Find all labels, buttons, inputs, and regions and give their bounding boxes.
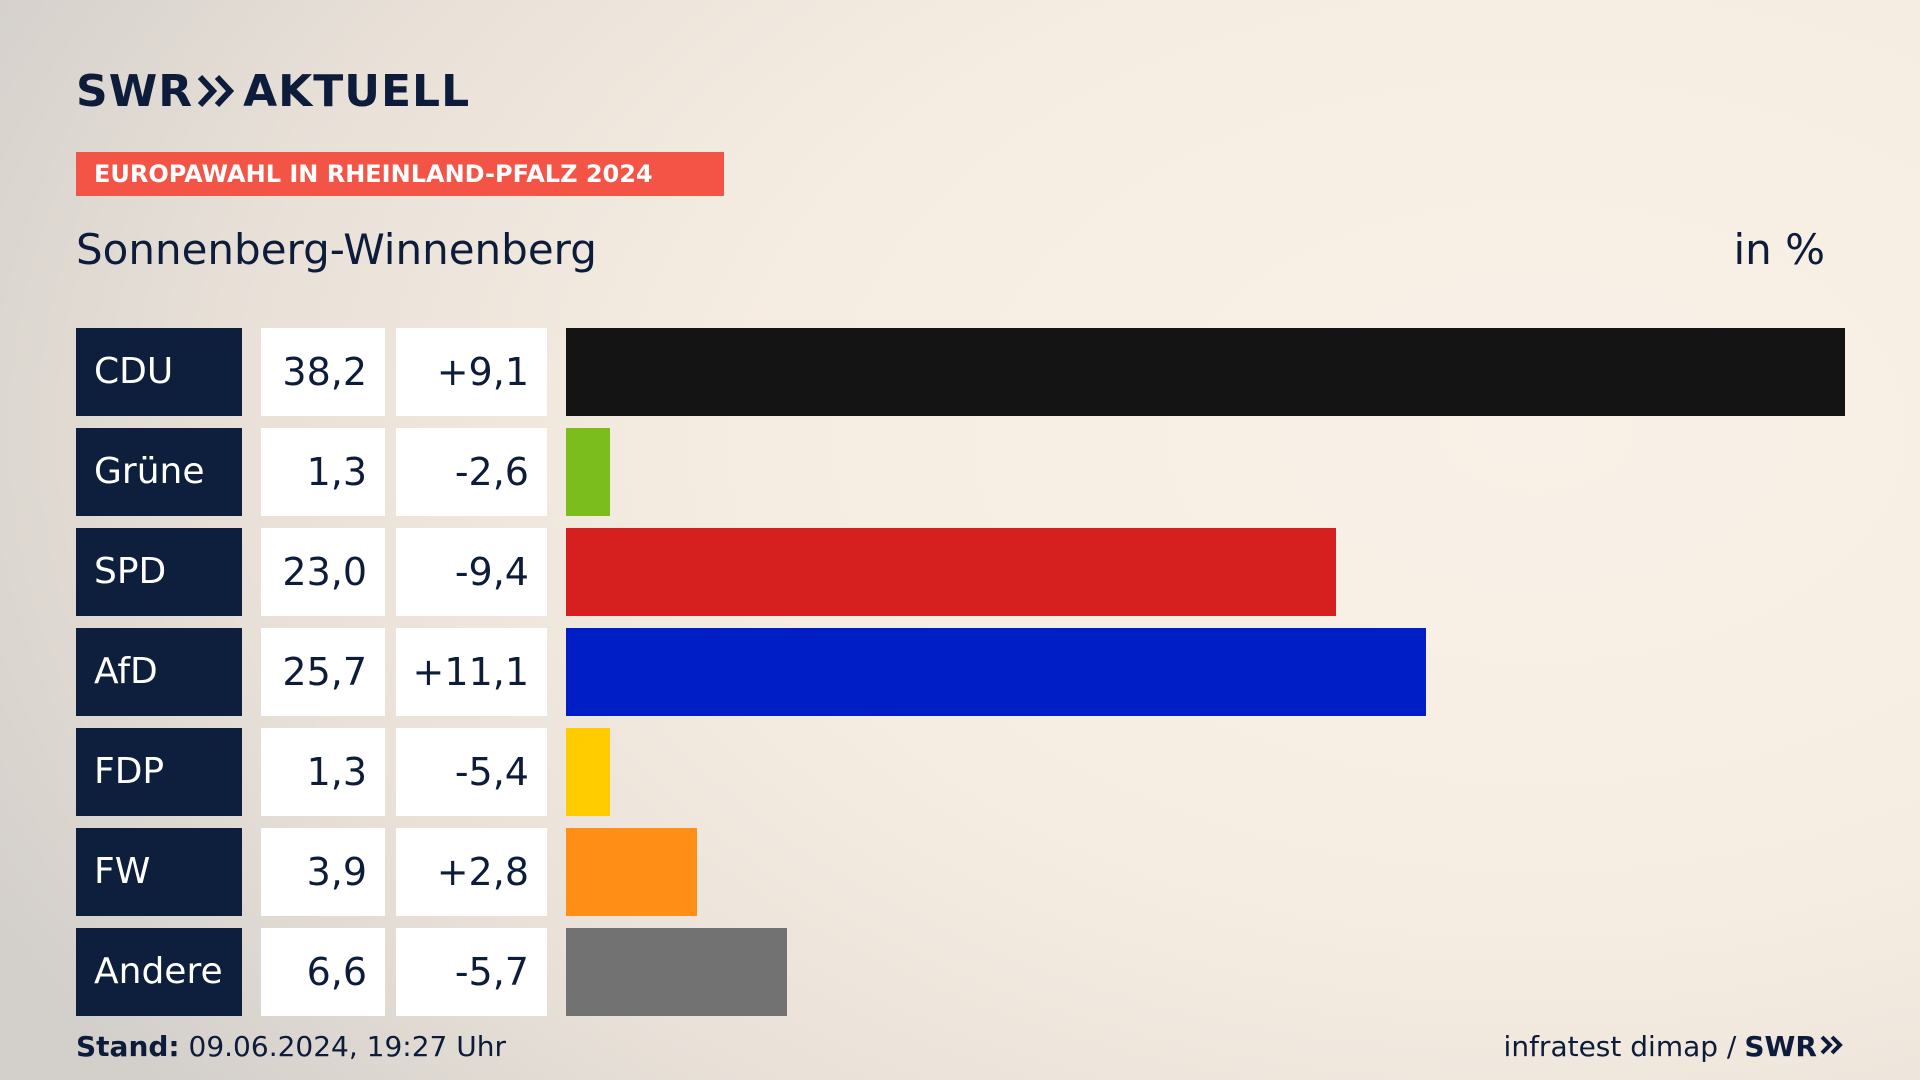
bar-fdp [566, 728, 610, 816]
stand-label: Stand: [76, 1030, 180, 1063]
unit-label: in % [1733, 225, 1825, 274]
party-label-fdp: FDP [76, 728, 242, 816]
diff-label-fdp: -5,4 [396, 728, 547, 816]
source-brand: SWR [1744, 1028, 1844, 1066]
party-label-afd: AfD [76, 628, 242, 716]
value-label-andere: 6,6 [261, 928, 385, 1016]
value-label-gruene: 1,3 [261, 428, 385, 516]
value-label-cdu: 38,2 [261, 328, 385, 416]
diff-label-andere: -5,7 [396, 928, 547, 1016]
timestamp: Stand: 09.06.2024, 19:27 Uhr [76, 1028, 506, 1066]
diff-label-fw: +2,8 [396, 828, 547, 916]
source-credit: infratest dimap / SWR [1504, 1028, 1844, 1066]
value-label-fdp: 1,3 [261, 728, 385, 816]
election-badge: EUROPAWAHL IN RHEINLAND-PFALZ 2024 [76, 152, 724, 196]
source-text: infratest dimap / [1503, 1030, 1737, 1063]
value-label-afd: 25,7 [261, 628, 385, 716]
diff-label-afd: +11,1 [396, 628, 547, 716]
diff-label-gruene: -2,6 [396, 428, 547, 516]
party-label-spd: SPD [76, 528, 242, 616]
bar-afd [566, 628, 1426, 716]
diff-label-cdu: +9,1 [396, 328, 547, 416]
double-chevron-small-icon [1820, 1028, 1844, 1066]
bar-fw [566, 828, 697, 916]
bar-andere [566, 928, 787, 1016]
double-chevron-icon [197, 73, 235, 109]
bar-spd [566, 528, 1336, 616]
swr-aktuell-logo: SWR AKTUELL [76, 65, 471, 117]
stand-value: 09.06.2024, 19:27 Uhr [188, 1030, 506, 1063]
party-label-fw: FW [76, 828, 242, 916]
bar-gruene [566, 428, 610, 516]
bar-cdu [566, 328, 1845, 416]
party-label-andere: Andere [76, 928, 242, 1016]
logo-aktuell-text: AKTUELL [243, 65, 471, 117]
page-title: Sonnenberg-Winnenberg [76, 225, 597, 274]
party-label-gruene: Grüne [76, 428, 242, 516]
logo-swr-text: SWR [76, 65, 194, 117]
source-brand-text: SWR [1744, 1030, 1817, 1063]
party-label-cdu: CDU [76, 328, 242, 416]
value-label-spd: 23,0 [261, 528, 385, 616]
diff-label-spd: -9,4 [396, 528, 547, 616]
value-label-fw: 3,9 [261, 828, 385, 916]
